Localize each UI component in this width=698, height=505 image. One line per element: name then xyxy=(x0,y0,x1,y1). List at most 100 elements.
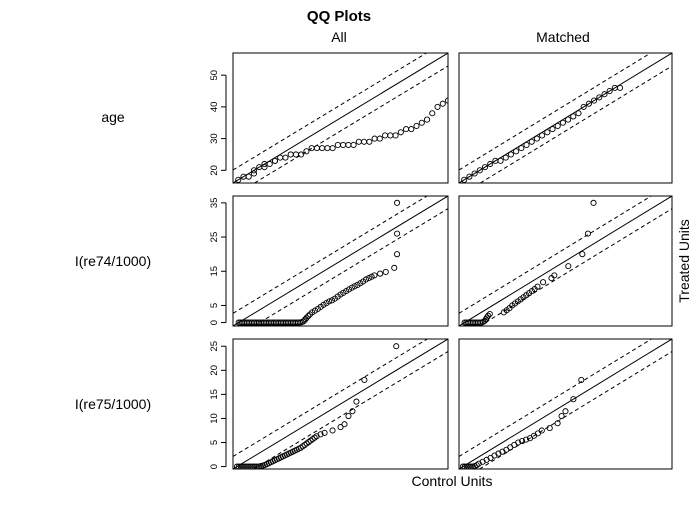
qq-point xyxy=(459,463,466,469)
qq-point xyxy=(377,270,384,277)
y-tick-label: 20 xyxy=(209,165,220,176)
qq-point xyxy=(591,97,598,104)
panel-frame xyxy=(458,52,673,184)
qq-point xyxy=(397,129,404,136)
qq-point xyxy=(477,79,482,84)
qq-point xyxy=(341,421,348,428)
qq-point xyxy=(239,463,247,469)
reference-line-dashed xyxy=(254,65,448,183)
y-tick-label: 5 xyxy=(209,440,220,445)
panel-frame xyxy=(232,52,449,184)
qq-point xyxy=(241,463,248,469)
qq-point xyxy=(345,412,352,420)
reference-line-identity xyxy=(233,339,448,469)
qq-point xyxy=(368,273,375,280)
row-label-re75: I(re75/1000) xyxy=(75,396,151,412)
qq-point xyxy=(472,82,477,87)
qq-point xyxy=(471,170,478,177)
qq-point xyxy=(456,92,461,97)
panel-frame xyxy=(232,338,449,470)
qq-point xyxy=(348,284,355,291)
qq-point xyxy=(250,167,258,174)
qq-point xyxy=(319,145,326,152)
qq-point xyxy=(371,272,378,279)
qq-point xyxy=(523,141,530,149)
qq-point xyxy=(277,154,284,161)
qq-point xyxy=(562,408,569,415)
column-header-matched: Matched xyxy=(536,29,590,45)
qq-point xyxy=(253,463,260,469)
qq-point xyxy=(387,132,394,139)
y-tick-label: 35 xyxy=(209,198,220,209)
y-tick-label: 5 xyxy=(209,303,220,308)
qq-point xyxy=(391,264,398,271)
qq-point xyxy=(575,110,582,117)
qq-point xyxy=(337,424,344,431)
qq-point xyxy=(534,283,541,290)
qq-point xyxy=(350,141,357,149)
qq-panel-re75-all xyxy=(233,339,448,469)
column-header-all: All xyxy=(331,29,347,45)
panel-frame xyxy=(458,195,673,327)
qq-point xyxy=(546,425,553,432)
qq-point xyxy=(355,138,362,145)
qq-point xyxy=(382,268,389,275)
reference-line-dashed xyxy=(233,339,428,457)
reference-line-identity xyxy=(233,196,448,326)
y-tick-label: 15 xyxy=(209,266,220,277)
qq-point xyxy=(251,463,258,469)
y-tick-label: 50 xyxy=(209,70,220,81)
qq-point xyxy=(393,343,400,350)
qq-point xyxy=(539,132,546,139)
qq-point xyxy=(365,275,372,282)
reference-line-dashed xyxy=(233,53,427,171)
reference-line-dashed xyxy=(253,208,448,326)
qq-point xyxy=(565,263,572,270)
qq-point xyxy=(292,151,299,158)
qq-point xyxy=(461,88,466,93)
reference-line-dashed xyxy=(253,351,448,469)
qq-point xyxy=(303,148,310,155)
qq-point xyxy=(540,279,547,286)
qq-point xyxy=(528,138,535,145)
qq-point xyxy=(507,151,515,158)
qq-point xyxy=(361,376,368,383)
reference-line-identity xyxy=(459,196,672,326)
qq-point xyxy=(466,173,473,180)
qq-point xyxy=(334,141,341,149)
qq-point xyxy=(523,436,530,443)
qq-point xyxy=(538,427,545,434)
qq-point xyxy=(485,312,492,319)
qq-point xyxy=(266,160,273,168)
qq-point xyxy=(287,151,294,158)
qq-point xyxy=(382,132,389,139)
qq-point xyxy=(353,398,360,405)
qq-point xyxy=(340,141,347,149)
qq-point xyxy=(534,430,541,437)
qq-point xyxy=(429,110,436,117)
qq-point xyxy=(439,100,446,107)
reference-line-dashed xyxy=(233,196,428,314)
y-tick-label: 0 xyxy=(209,464,220,469)
qq-panel-re75-matched xyxy=(459,339,672,469)
qq-point xyxy=(486,310,493,318)
qq-point xyxy=(235,463,243,469)
qq-point xyxy=(502,154,509,161)
qq-point xyxy=(590,199,597,206)
y-tick-label: 30 xyxy=(209,133,220,144)
x-axis-label: Control Units xyxy=(412,473,493,489)
qq-point xyxy=(533,135,540,142)
qq-panel-age-matched xyxy=(459,53,672,183)
qq-point xyxy=(465,463,472,469)
row-label-age: age xyxy=(101,109,125,125)
qq-point xyxy=(243,463,250,469)
qq-point xyxy=(451,95,456,100)
qq-point xyxy=(376,135,383,142)
reference-line-dashed xyxy=(480,65,672,183)
qq-point xyxy=(329,145,336,152)
qq-point xyxy=(519,438,526,445)
qq-point xyxy=(235,176,242,183)
y-tick-label: 20 xyxy=(209,365,220,376)
qq-point xyxy=(549,126,556,133)
